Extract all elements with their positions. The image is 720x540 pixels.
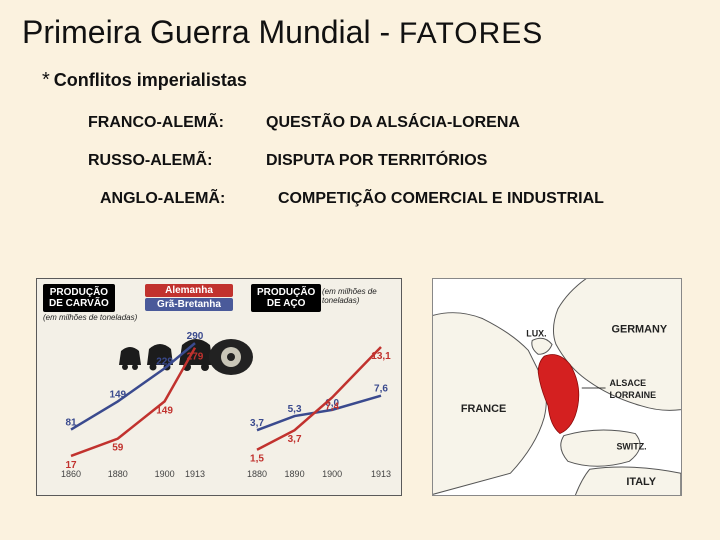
svg-text:279: 279 <box>187 352 204 363</box>
steel-banner: PRODUÇÃODE AÇO <box>251 284 321 312</box>
asterisk: * <box>42 69 50 91</box>
map-lux <box>532 338 552 354</box>
svg-text:290: 290 <box>187 331 204 342</box>
svg-text:1900: 1900 <box>155 469 175 479</box>
steel-subtitle: (em milhões de toneladas) <box>322 287 397 305</box>
alsace-lorraine-map: GERMANY FRANCE LUX. SWITZ. ITALY ALSACE … <box>432 278 682 496</box>
svg-text:1880: 1880 <box>108 469 128 479</box>
svg-text:7,6: 7,6 <box>374 384 388 395</box>
figures-row: PRODUÇÃODE CARVÃO (em milhões de tonelad… <box>36 278 684 496</box>
coal-plot: 1860188019001913811492292901759149279 <box>51 329 201 479</box>
rivalry-desc: DISPUTA POR TERRITÓRIOS <box>266 152 487 170</box>
svg-text:1913: 1913 <box>185 469 205 479</box>
svg-text:7,4: 7,4 <box>325 401 339 412</box>
chart-legend: Alemanha Grã-Bretanha <box>145 284 233 311</box>
svg-text:5,3: 5,3 <box>288 404 302 415</box>
svg-text:1890: 1890 <box>285 469 305 479</box>
subheading-text: Conflitos imperialistas <box>54 70 247 90</box>
rivalry-label: ANGLO-ALEMÃ: <box>100 190 278 208</box>
production-charts: PRODUÇÃODE CARVÃO (em milhões de tonelad… <box>36 278 402 496</box>
svg-text:17: 17 <box>65 460 77 471</box>
svg-text:3,7: 3,7 <box>250 418 264 429</box>
svg-text:229: 229 <box>156 356 173 367</box>
page-title: Primeira Guerra Mundial - FATORES <box>22 14 698 51</box>
coal-chart: 1860188019001913811492292901759149279 <box>51 329 201 479</box>
slide-root: Primeira Guerra Mundial - FATORES *Confl… <box>0 0 720 540</box>
svg-text:1880: 1880 <box>247 469 267 479</box>
svg-text:149: 149 <box>156 405 173 416</box>
rivalry-label: FRANCO-ALEMÃ: <box>88 114 266 132</box>
rivalry-list: FRANCO-ALEMÃ: QUESTÃO DA ALSÁCIA-LORENA … <box>88 114 698 208</box>
map-svg: GERMANY FRANCE LUX. SWITZ. ITALY ALSACE … <box>433 279 681 495</box>
rivalry-label: RUSSO-ALEMÃ: <box>88 152 266 170</box>
map-label-switz: SWITZ. <box>616 441 646 451</box>
legend-germany: Alemanha <box>145 284 233 297</box>
rivalry-row: RUSSO-ALEMÃ: DISPUTA POR TERRITÓRIOS <box>88 152 698 170</box>
title-suffix: FATORES <box>399 17 543 50</box>
steel-chart: 18801890190019133,75,36,07,61,53,77,413,… <box>237 329 387 479</box>
rivalry-row: FRANCO-ALEMÃ: QUESTÃO DA ALSÁCIA-LORENA <box>88 114 698 132</box>
title-main: Primeira Guerra Mundial - <box>22 14 399 50</box>
svg-text:81: 81 <box>65 418 77 429</box>
map-label-alsace: ALSACE <box>610 378 647 388</box>
map-label-lorraine: LORRAINE <box>610 390 657 400</box>
map-label-germany: GERMANY <box>611 324 667 336</box>
svg-text:1913: 1913 <box>371 469 391 479</box>
rivalry-row: ANGLO-ALEMÃ: COMPETIÇÃO COMERCIAL E INDU… <box>100 190 698 208</box>
map-label-lux: LUX. <box>526 328 546 338</box>
svg-text:1900: 1900 <box>322 469 342 479</box>
svg-text:59: 59 <box>112 443 124 454</box>
svg-text:1,5: 1,5 <box>250 454 264 465</box>
map-label-france: FRANCE <box>461 403 506 415</box>
coal-banner: PRODUÇÃODE CARVÃO <box>43 284 115 312</box>
steel-plot: 18801890190019133,75,36,07,61,53,77,413,… <box>237 329 387 479</box>
subheading: *Conflitos imperialistas <box>42 69 698 92</box>
svg-text:3,7: 3,7 <box>288 434 302 445</box>
map-label-italy: ITALY <box>626 476 656 488</box>
svg-text:149: 149 <box>109 389 126 400</box>
rivalry-desc: QUESTÃO DA ALSÁCIA-LORENA <box>266 114 520 132</box>
rivalry-desc: COMPETIÇÃO COMERCIAL E INDUSTRIAL <box>278 190 604 208</box>
legend-britain: Grã-Bretanha <box>145 298 233 311</box>
svg-text:13,1: 13,1 <box>371 351 391 362</box>
